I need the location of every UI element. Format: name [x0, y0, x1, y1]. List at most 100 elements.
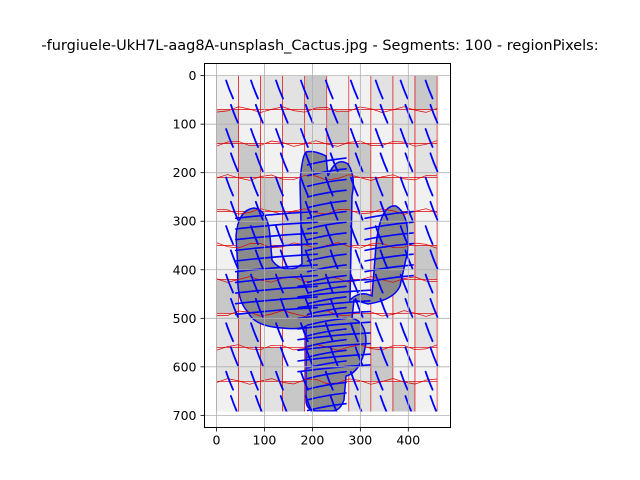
flow-stroke — [230, 103, 239, 124]
flow-stroke — [279, 103, 289, 124]
flow-stroke — [424, 370, 434, 391]
cactus-stroke — [234, 232, 318, 241]
x-tick-label: 200 — [300, 433, 324, 448]
cactus-stroke — [306, 157, 347, 166]
cactus-stroke — [306, 338, 347, 348]
cactus-stroke — [306, 392, 347, 401]
flow-stroke — [379, 103, 389, 124]
segment-cell — [238, 109, 261, 144]
flow-stroke — [324, 176, 334, 197]
cactus-stroke — [306, 242, 347, 252]
cactus-stroke — [297, 353, 371, 362]
flow-stroke — [225, 322, 234, 343]
flow-stroke — [379, 395, 388, 412]
y-tick-label: 600 — [173, 359, 197, 374]
segment-cell — [304, 75, 328, 110]
flow-stroke — [399, 225, 409, 245]
flow-stroke — [250, 370, 259, 391]
flow-stroke — [225, 370, 234, 391]
flow-stroke — [225, 225, 234, 245]
segment-cell — [260, 177, 283, 212]
flow-stroke — [275, 176, 284, 197]
flow-stroke — [300, 79, 309, 100]
cactus-stroke — [306, 168, 347, 177]
y-tick-label: 300 — [173, 214, 197, 229]
cactus-stroke — [364, 264, 414, 273]
flow-stroke — [275, 128, 284, 148]
flow-stroke — [250, 128, 259, 148]
flow-stroke — [275, 273, 284, 294]
segment-cell — [260, 347, 283, 382]
flow-stroke — [349, 322, 359, 343]
cactus-stroke — [234, 242, 318, 252]
flow-stroke — [254, 346, 264, 367]
segment-cell — [304, 109, 328, 144]
flow-stroke — [254, 395, 263, 412]
segment-cell — [414, 177, 438, 212]
flow-stroke — [429, 103, 439, 124]
cactus-stroke — [364, 253, 414, 262]
flow-stroke — [429, 298, 439, 318]
flow-stroke — [374, 322, 384, 343]
cactus-stroke — [306, 274, 347, 284]
grid — [204, 63, 451, 428]
flow-stroke — [349, 128, 359, 148]
y-axis: 0 100 200 300 400 500 600 700 — [173, 68, 205, 423]
flow-stroke — [429, 395, 438, 412]
segment-boundary — [216, 106, 438, 113]
flow-stroke — [254, 152, 264, 173]
y-tick-label: 100 — [173, 117, 197, 132]
cactus-stroke — [306, 200, 347, 209]
flow-stroke — [279, 298, 289, 318]
y-tick-label: 200 — [173, 165, 197, 180]
flow-stroke — [225, 128, 234, 148]
flow-stroke — [349, 176, 359, 197]
flow-stroke — [424, 79, 434, 100]
flow-stroke — [254, 200, 264, 221]
cactus-stroke — [306, 210, 347, 220]
flow-stroke — [354, 346, 364, 367]
cactus-stroke — [306, 285, 347, 294]
x-tick-label: 400 — [396, 433, 420, 448]
flow-stroke — [399, 176, 409, 197]
flow-stroke — [225, 273, 234, 294]
cactus-stroke — [364, 210, 414, 220]
flow-stroke — [300, 225, 309, 245]
flow-stroke — [329, 103, 339, 124]
plot-frame — [204, 63, 451, 428]
flow-stroke — [374, 176, 384, 197]
segment-cell — [260, 75, 283, 110]
flow-stroke — [250, 322, 259, 343]
flow-stroke — [254, 103, 264, 124]
segment-cell — [282, 109, 306, 144]
flow-stroke — [424, 176, 434, 197]
flow-stroke — [250, 176, 259, 197]
segment-cell — [348, 75, 372, 110]
flow-stroke — [254, 249, 264, 270]
cactus-stroke — [306, 253, 347, 262]
flow-stroke — [379, 249, 389, 270]
segment-cell — [370, 109, 394, 144]
flow-stroke — [424, 322, 434, 343]
flow-stroke — [279, 346, 289, 367]
flow-stroke — [429, 152, 439, 173]
flow-stroke — [324, 370, 334, 391]
cactus-stroke — [306, 178, 347, 188]
x-tick-label: 300 — [348, 433, 372, 448]
y-tick-label: 700 — [173, 408, 197, 423]
cactus-stroke — [306, 221, 347, 230]
x-axis: 0 100 200 300 400 — [213, 427, 420, 448]
flow-stroke — [225, 79, 234, 100]
flow-stroke — [424, 225, 434, 245]
flow-stroke — [399, 128, 409, 148]
cactus-stroke — [234, 296, 318, 305]
flow-stroke — [379, 152, 389, 173]
flow-stroke — [254, 298, 264, 318]
flow-stroke — [379, 200, 389, 221]
flow-stroke — [250, 79, 259, 100]
flow-stroke — [349, 79, 359, 100]
cactus-stroke — [297, 364, 371, 373]
flow-stroke — [374, 128, 384, 148]
flow-stroke — [304, 395, 313, 412]
cactus-stroke — [306, 264, 347, 273]
